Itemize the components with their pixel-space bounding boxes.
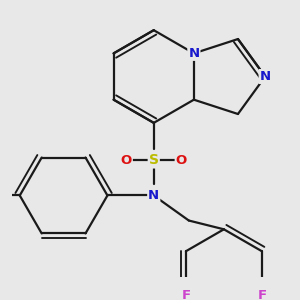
Text: O: O (176, 154, 187, 167)
Text: N: N (148, 189, 159, 202)
Text: N: N (188, 47, 200, 60)
Text: S: S (149, 153, 159, 167)
Text: O: O (121, 154, 132, 167)
Text: N: N (260, 70, 271, 83)
Text: F: F (257, 289, 266, 300)
Text: F: F (182, 289, 190, 300)
